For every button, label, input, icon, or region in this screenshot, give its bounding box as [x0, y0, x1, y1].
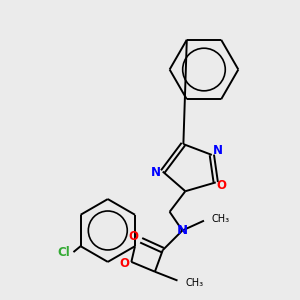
Text: Cl: Cl — [57, 246, 70, 259]
Text: CH₃: CH₃ — [185, 278, 203, 287]
Text: O: O — [128, 230, 138, 243]
Text: N: N — [151, 166, 161, 179]
Text: O: O — [119, 257, 130, 270]
Text: N: N — [177, 224, 188, 237]
Text: O: O — [217, 179, 227, 192]
Text: CH₃: CH₃ — [212, 214, 230, 224]
Text: N: N — [212, 145, 223, 158]
